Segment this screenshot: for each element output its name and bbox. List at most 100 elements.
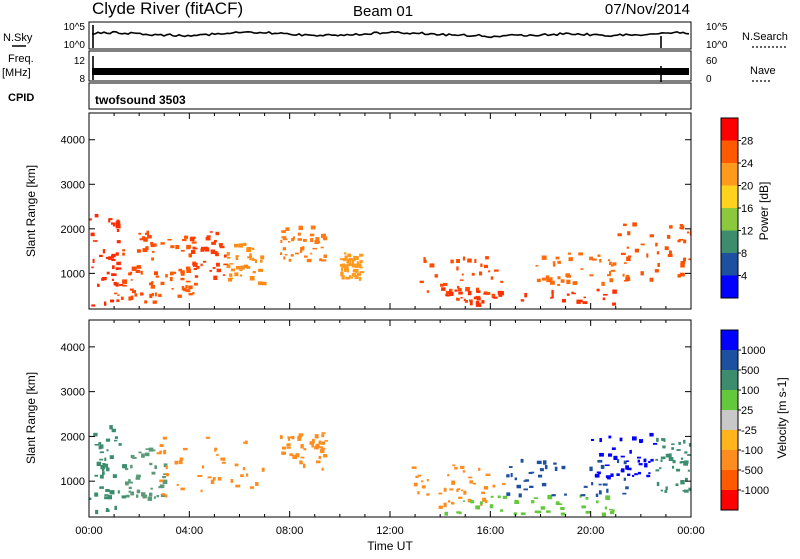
velocity-scatter-cell bbox=[596, 471, 601, 474]
velocity-colorbar-label: Velocity [m s-1] bbox=[775, 377, 789, 458]
power-scatter-cell bbox=[299, 250, 303, 253]
velocity-scatter-cell bbox=[130, 491, 135, 496]
power-colorbar-label: Power [dB] bbox=[757, 182, 771, 241]
power-scatter-cell bbox=[565, 273, 571, 278]
velocity-scatter-cell bbox=[315, 460, 321, 464]
velocity-scatter-cell bbox=[159, 444, 164, 447]
power-colorbar-tick-label: 12 bbox=[741, 226, 753, 238]
power-scatter-cell bbox=[683, 257, 687, 262]
power-scatter-cell bbox=[106, 271, 110, 275]
power-scatter-cell bbox=[620, 252, 626, 255]
power-scatter-cell bbox=[607, 259, 610, 262]
velocity-scatter-cell bbox=[609, 511, 615, 515]
velocity-scatter-cell bbox=[314, 434, 319, 439]
velocity-scatter-cell bbox=[627, 473, 631, 476]
velocity-colorbar-segment bbox=[721, 490, 738, 511]
power-scatter-cell bbox=[469, 301, 473, 306]
nave-tick-top: 60 bbox=[706, 56, 718, 67]
velocity-scatter-cell bbox=[533, 497, 538, 499]
power-scatter-cell bbox=[545, 275, 550, 280]
velocity-scatter-cell bbox=[149, 462, 153, 466]
power-scatter-cell bbox=[92, 258, 95, 263]
power-scatter-cell bbox=[359, 253, 364, 257]
power-scatter-cell bbox=[476, 290, 481, 293]
power-scatter-cell bbox=[236, 266, 241, 270]
power-scatter-cell bbox=[99, 254, 103, 257]
power-scatter-cell bbox=[101, 278, 105, 281]
velocity-scatter-cell bbox=[560, 512, 566, 516]
nsky-label: N.Sky bbox=[3, 32, 33, 44]
power-scatter-cell bbox=[234, 243, 239, 248]
velocity-scatter-cell bbox=[684, 451, 688, 454]
power-scatter-cell bbox=[359, 266, 363, 269]
power-scatter-cell bbox=[446, 294, 450, 297]
velocity-scatter-cell bbox=[158, 486, 163, 489]
power-colorbar-tick-label: 16 bbox=[741, 203, 753, 215]
power-scatter-cell bbox=[612, 289, 617, 294]
power-y-tick-label: 3000 bbox=[61, 179, 85, 191]
power-scatter-cell bbox=[141, 236, 145, 239]
velocity-scatter-cell bbox=[646, 474, 651, 478]
power-scatter-cell bbox=[343, 258, 346, 262]
power-scatter-cell bbox=[193, 267, 197, 270]
power-scatter-cell bbox=[192, 292, 195, 295]
power-scatter-cell bbox=[114, 273, 117, 276]
power-scatter-cell bbox=[147, 235, 152, 239]
power-scatter-cell bbox=[115, 221, 121, 226]
velocity-scatter-cell bbox=[462, 470, 466, 473]
power-scatter-cell bbox=[678, 238, 684, 241]
power-scatter-cell bbox=[649, 277, 654, 282]
power-scatter-cell bbox=[572, 281, 578, 285]
power-colorbar-segment bbox=[721, 140, 738, 164]
velocity-scatter-cell bbox=[89, 497, 92, 500]
power-scatter-cell bbox=[146, 230, 149, 235]
power-scatter-cell bbox=[479, 271, 483, 276]
velocity-scatter-cell bbox=[438, 492, 443, 495]
velocity-scatter-cell bbox=[162, 479, 168, 484]
velocity-scatter-cell bbox=[207, 476, 212, 479]
power-scatter-cell bbox=[238, 243, 243, 248]
velocity-scatter-cell bbox=[497, 495, 501, 499]
power-scatter-cell bbox=[297, 238, 302, 241]
velocity-scatter-cell bbox=[163, 494, 166, 497]
velocity-scatter-cell bbox=[605, 495, 611, 500]
x-tick-label: 08:00 bbox=[276, 525, 304, 537]
power-scatter-cell bbox=[139, 238, 145, 241]
power-scatter-cell bbox=[183, 287, 187, 292]
power-scatter-cell bbox=[476, 287, 480, 292]
velocity-scatter-cell bbox=[214, 447, 218, 450]
power-scatter-cell bbox=[354, 256, 359, 261]
power-scatter-cell bbox=[215, 252, 219, 257]
velocity-scatter-cell bbox=[529, 485, 534, 488]
power-scatter-cell bbox=[117, 267, 122, 270]
power-colorbar-segment bbox=[721, 253, 738, 276]
power-scatter-cell bbox=[609, 278, 614, 283]
velocity-colorbar-segment bbox=[721, 370, 738, 391]
power-scatter-cell bbox=[288, 258, 292, 262]
power-scatter-cell bbox=[318, 240, 321, 244]
power-scatter-cell bbox=[475, 295, 481, 299]
power-scatter-cell bbox=[500, 280, 504, 283]
velocity-colorbar-tick-label: 1000 bbox=[741, 345, 765, 357]
velocity-scatter-cell bbox=[125, 494, 130, 498]
power-scatter-cell bbox=[680, 261, 686, 265]
power-scatter-cell bbox=[582, 301, 588, 304]
velocity-scatter-cell bbox=[320, 447, 326, 450]
velocity-scatter-cell bbox=[659, 467, 662, 470]
power-scatter-cell bbox=[109, 218, 113, 221]
power-scatter-cell bbox=[456, 297, 459, 301]
power-y-tick-label: 4000 bbox=[61, 135, 85, 147]
power-scatter-cell bbox=[602, 297, 606, 301]
power-scatter-cell bbox=[640, 271, 644, 276]
velocity-scatter-cell bbox=[321, 441, 326, 445]
power-scatter-cell bbox=[285, 227, 290, 231]
power-scatter-cell bbox=[128, 296, 132, 301]
power-scatter-cell bbox=[193, 247, 198, 250]
velocity-scatter-cell bbox=[672, 459, 676, 464]
power-scatter-cell bbox=[627, 231, 631, 236]
velocity-scatter-cell bbox=[114, 436, 118, 439]
power-scatter-cell bbox=[358, 276, 362, 281]
velocity-scatter-cell bbox=[555, 501, 560, 505]
velocity-scatter-cell bbox=[121, 495, 127, 499]
power-scatter-cell bbox=[154, 271, 158, 276]
